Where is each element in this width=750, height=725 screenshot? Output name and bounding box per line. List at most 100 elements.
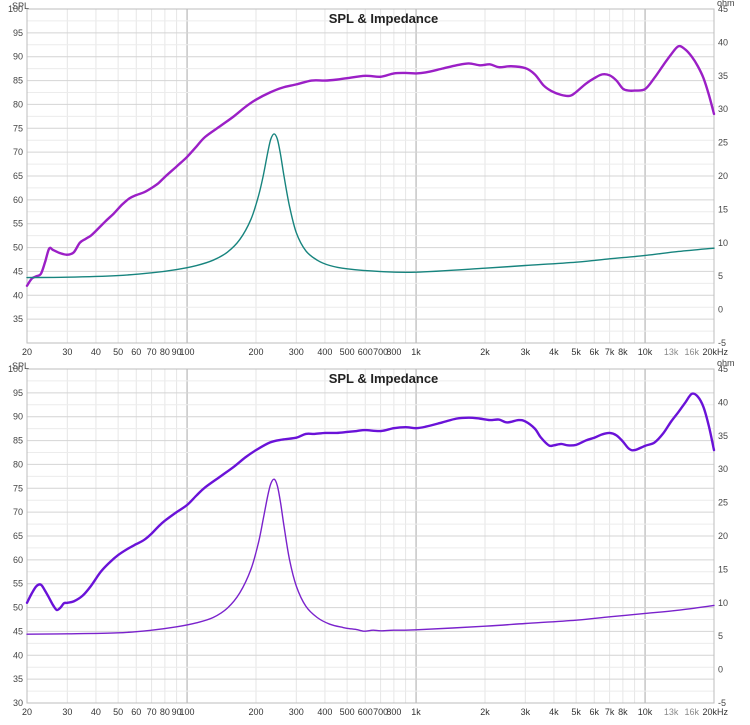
y-tick-label: 95 xyxy=(13,388,23,398)
y2-tick-label: 30 xyxy=(718,104,728,114)
x-tick-label: 60 xyxy=(131,707,141,717)
y-tick-label: 100 xyxy=(8,4,23,14)
x-tick-label: 500 xyxy=(340,707,355,717)
y-tick-label: 55 xyxy=(13,219,23,229)
x-tick-label: 4k xyxy=(549,347,559,357)
x-tick-label: 30 xyxy=(62,707,72,717)
x-tick-label: 90 xyxy=(172,347,182,357)
y2-tick-label: 0 xyxy=(718,665,723,675)
x-tick-label: 6k xyxy=(590,347,600,357)
y2-tick-label: 35 xyxy=(718,71,728,81)
x-tick-label: 200 xyxy=(248,347,263,357)
x-tick-label: 3k xyxy=(521,707,531,717)
x-tick-label: 300 xyxy=(289,707,304,717)
y2-tick-label: 15 xyxy=(718,204,728,214)
x-tick-label: 30 xyxy=(62,347,72,357)
x-tick-label: 5k xyxy=(571,347,581,357)
x-tick-label: 600 xyxy=(358,347,373,357)
x-tick-label: 400 xyxy=(317,707,332,717)
y-tick-label: 65 xyxy=(13,171,23,181)
x-tick-label: 700 xyxy=(373,347,388,357)
x-tick-label: 50 xyxy=(113,347,123,357)
y-tick-label: 80 xyxy=(13,99,23,109)
y-tick-label: 60 xyxy=(13,555,23,565)
y2-tick-label: 20 xyxy=(718,531,728,541)
y-tick-label: 50 xyxy=(13,243,23,253)
y-tick-label: 65 xyxy=(13,531,23,541)
y2-axis-label: ohm xyxy=(717,0,735,8)
y-tick-label: 55 xyxy=(13,579,23,589)
y-tick-label: 75 xyxy=(13,483,23,493)
y-tick-label: 35 xyxy=(13,314,23,324)
y-tick-label: 95 xyxy=(13,28,23,38)
y-tick-label: 85 xyxy=(13,76,23,86)
y2-tick-label: 40 xyxy=(718,397,728,407)
x-tick-label: 7k xyxy=(605,707,615,717)
x-tick-label: 5k xyxy=(571,707,581,717)
x-tick-label: 2k xyxy=(480,347,490,357)
plot-frame xyxy=(26,368,715,704)
x-tick-label: 60 xyxy=(131,347,141,357)
x-tick-label: 3k xyxy=(521,347,531,357)
plot-frame xyxy=(26,8,715,344)
y-tick-label: 80 xyxy=(13,459,23,469)
y2-tick-label: 45 xyxy=(718,4,728,14)
y2-tick-label: 30 xyxy=(718,464,728,474)
x-tick-label: 70 xyxy=(147,707,157,717)
x-tick-label: 800 xyxy=(386,347,401,357)
y-tick-label: 70 xyxy=(13,507,23,517)
y-tick-label: 60 xyxy=(13,195,23,205)
x-tick-label: 700 xyxy=(373,707,388,717)
y-axis-label: SPL xyxy=(12,361,29,371)
y-tick-label: 100 xyxy=(8,364,23,374)
y-tick-label: 85 xyxy=(13,436,23,446)
y-tick-label: 40 xyxy=(13,290,23,300)
x-tick-label: 1k xyxy=(411,347,421,357)
spl-curve xyxy=(25,44,716,287)
x-tick-label: 40 xyxy=(91,707,101,717)
x-tick-label: 20kHz xyxy=(702,707,728,717)
y2-axis-label: ohm xyxy=(717,358,735,368)
x-tick-label: 6k xyxy=(590,707,600,717)
chart-panel-2: 30 35 40 45 50 55 60 65 70 75 80 85 90 95 100 -5 0 5 10 15 2… xyxy=(8,358,735,717)
chart-title: SPL & Impedance xyxy=(329,11,439,26)
impedance-curve xyxy=(26,478,715,635)
x-tick-label: 80 xyxy=(160,347,170,357)
x-tick-label: 90 xyxy=(172,707,182,717)
x-tick-label: 600 xyxy=(358,707,373,717)
x-tick-label: 70 xyxy=(147,347,157,357)
x-tick-label: 500 xyxy=(340,347,355,357)
y2-tick-label: -5 xyxy=(718,338,726,348)
x-tick-label: 20 xyxy=(22,707,32,717)
x-tick-label: 20kHz xyxy=(702,347,728,357)
x-tick-label: 10k xyxy=(638,707,653,717)
y2-tick-label: 5 xyxy=(718,271,723,281)
y2-tick-label: 5 xyxy=(718,631,723,641)
y2-tick-label: 25 xyxy=(718,138,728,148)
chart-title: SPL & Impedance xyxy=(329,371,439,386)
x-tick-label: 800 xyxy=(386,707,401,717)
x-tick-label: 8k xyxy=(618,347,628,357)
x-tick-label: 100 xyxy=(180,707,195,717)
x-tick-label: 200 xyxy=(248,707,263,717)
y-axis-label: SPL xyxy=(12,1,29,11)
x-tick-label: 16k xyxy=(685,347,700,357)
chart-panel-1: 35 40 45 50 55 60 65 70 75 80 85 90 95 100 -5 0 5 10 15 20 2… xyxy=(8,0,735,357)
x-tick-label: 10k xyxy=(638,347,653,357)
x-tick-label: 80 xyxy=(160,707,170,717)
x-tick-label: 300 xyxy=(289,347,304,357)
x-tick-label: 8k xyxy=(618,707,628,717)
y-tick-label: 45 xyxy=(13,626,23,636)
x-tick-label: 16k xyxy=(685,707,700,717)
y-tick-label: 90 xyxy=(13,52,23,62)
x-tick-label: 100 xyxy=(180,347,195,357)
y2-tick-label: 35 xyxy=(718,431,728,441)
x-tick-label: 20 xyxy=(22,347,32,357)
y2-tick-label: -5 xyxy=(718,698,726,708)
y2-tick-label: 20 xyxy=(718,171,728,181)
x-tick-label: 1k xyxy=(411,707,421,717)
x-tick-label: 400 xyxy=(317,347,332,357)
x-tick-label: 13k xyxy=(664,347,679,357)
